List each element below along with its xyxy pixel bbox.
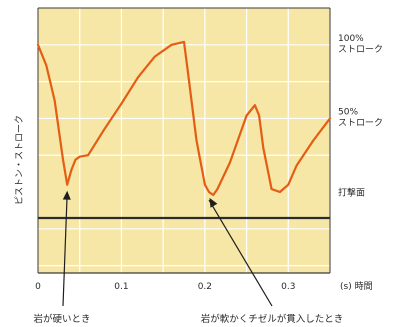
annotation-arrow xyxy=(62,192,68,307)
x-tick-label: 0 xyxy=(35,282,41,292)
y-ref-label: ストローク xyxy=(338,44,383,55)
annotation-arrowhead xyxy=(209,197,218,208)
stroke-curve xyxy=(36,40,332,197)
annotation-arrowhead xyxy=(62,190,71,200)
y-ref-label: 打撃面 xyxy=(338,187,365,199)
y-ref-label: 100% xyxy=(338,34,364,44)
x-tick-label: 0.3 xyxy=(281,282,295,292)
annotation-arrow xyxy=(208,199,273,307)
y-ref-label: 50% xyxy=(338,107,358,117)
x-tick-label: 0.2 xyxy=(198,282,212,292)
annotation-label: 岩が軟かくチゼルが貫入したとき xyxy=(201,313,344,325)
x-axis-label: (s) 時間 xyxy=(340,281,373,292)
y-axis-label: ピストン・ストローク xyxy=(14,115,25,205)
x-tick-label: 0.1 xyxy=(114,282,128,292)
annotation-label: 岩が硬いとき xyxy=(33,313,90,325)
y-ref-label: ストローク xyxy=(338,117,383,128)
